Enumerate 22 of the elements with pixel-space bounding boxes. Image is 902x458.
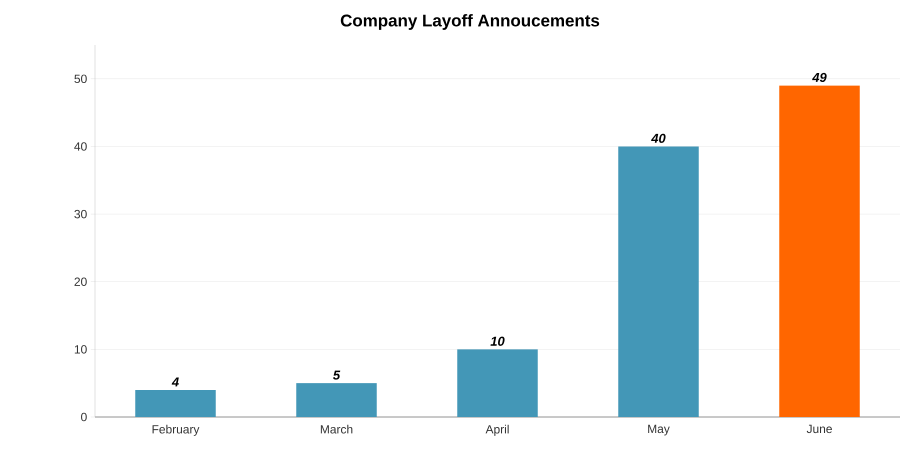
- y-tick-label: 10: [74, 345, 87, 354]
- data-label: 49: [812, 72, 827, 82]
- bar: [457, 349, 538, 417]
- y-tick-label: 50: [74, 74, 87, 84]
- data-label: 4: [172, 378, 179, 386]
- x-tick-label: April: [486, 424, 509, 436]
- bar: [135, 390, 216, 417]
- bar: [779, 86, 860, 417]
- x-tick-label: February: [152, 424, 200, 436]
- y-tick-label: 30: [74, 210, 87, 218]
- x-tick-label: June: [806, 424, 832, 434]
- y-tick-label: 20: [74, 278, 87, 286]
- data-label: 10: [490, 336, 505, 346]
- bar: [296, 383, 377, 417]
- y-tick-label: 40: [74, 142, 87, 151]
- x-tick-label: May: [648, 424, 670, 436]
- chart-title: Company Layoff Annoucements: [340, 14, 600, 30]
- y-tick-label: 0: [81, 412, 87, 422]
- bar: [618, 146, 699, 417]
- data-label: 5: [333, 370, 340, 380]
- data-label: 40: [651, 134, 666, 143]
- x-tick-label: March: [320, 424, 352, 434]
